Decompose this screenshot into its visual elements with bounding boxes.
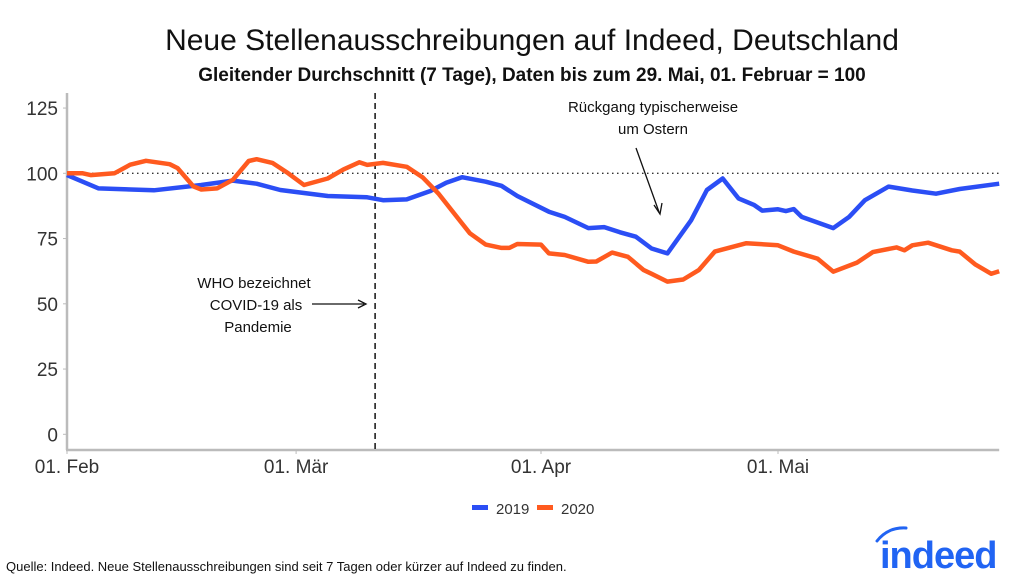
annotation-easter-text: um Ostern bbox=[618, 121, 688, 138]
axes: 0 25 50 75 100 125 01. Feb 01. Mär 01. Apr 01. Ma… bbox=[26, 93, 1000, 478]
x-tick-label: 01. Apr bbox=[511, 457, 572, 478]
series-line-2019 bbox=[66, 173, 1000, 256]
legend-label-2020: 2020 bbox=[561, 501, 594, 518]
annotations: WHO bezeichnet COVID-19 als Pandemie Rückga… bbox=[197, 99, 738, 336]
logo-text: indeed bbox=[880, 535, 996, 577]
series-lines bbox=[66, 156, 1000, 284]
annotation-who-text: COVID-19 als bbox=[210, 297, 303, 314]
annotation-easter-arrow bbox=[635, 147, 660, 213]
annotation-who-text: Pandemie bbox=[224, 319, 292, 336]
y-tick-label: 50 bbox=[37, 295, 58, 316]
y-tick-label: 125 bbox=[26, 99, 58, 120]
y-tick-label: 100 bbox=[26, 164, 58, 185]
indeed-logo: indeed bbox=[875, 526, 997, 577]
source-note: Quelle: Indeed. Neue Stellenausschreibun… bbox=[6, 559, 567, 574]
x-tick-label: 01. Feb bbox=[35, 457, 99, 478]
arrow-head-icon bbox=[357, 299, 368, 309]
y-tick-label: 25 bbox=[37, 360, 58, 381]
legend-swatch-2020 bbox=[537, 505, 553, 510]
y-tick-label: 75 bbox=[37, 230, 58, 251]
x-tick-label: 01. Mai bbox=[747, 457, 809, 478]
chart-title: Neue Stellenausschreibungen auf Indeed, … bbox=[165, 24, 899, 57]
annotation-easter-text: Rückgang typischerweise bbox=[568, 99, 738, 116]
legend-swatch-2019 bbox=[472, 505, 488, 510]
y-tick-label: 0 bbox=[47, 425, 58, 446]
annotation-who-text: WHO bezeichnet bbox=[197, 275, 311, 292]
arrow-head-icon bbox=[653, 202, 663, 216]
chart-subtitle: Gleitender Durchschnitt (7 Tage), Daten … bbox=[198, 65, 865, 86]
legend-label-2019: 2019 bbox=[496, 501, 529, 518]
legend: 2019 2020 bbox=[472, 501, 594, 518]
series-line-2020 bbox=[67, 156, 1000, 284]
x-tick-label: 01. Mär bbox=[264, 457, 329, 478]
